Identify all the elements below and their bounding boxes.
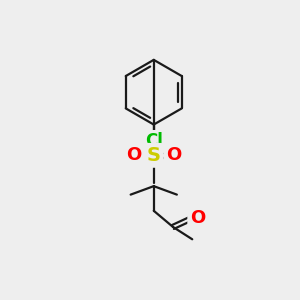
Text: Cl: Cl: [145, 133, 163, 151]
Text: O: O: [126, 146, 141, 164]
Text: O: O: [166, 146, 182, 164]
Text: O: O: [190, 209, 205, 227]
Text: S: S: [147, 146, 161, 165]
